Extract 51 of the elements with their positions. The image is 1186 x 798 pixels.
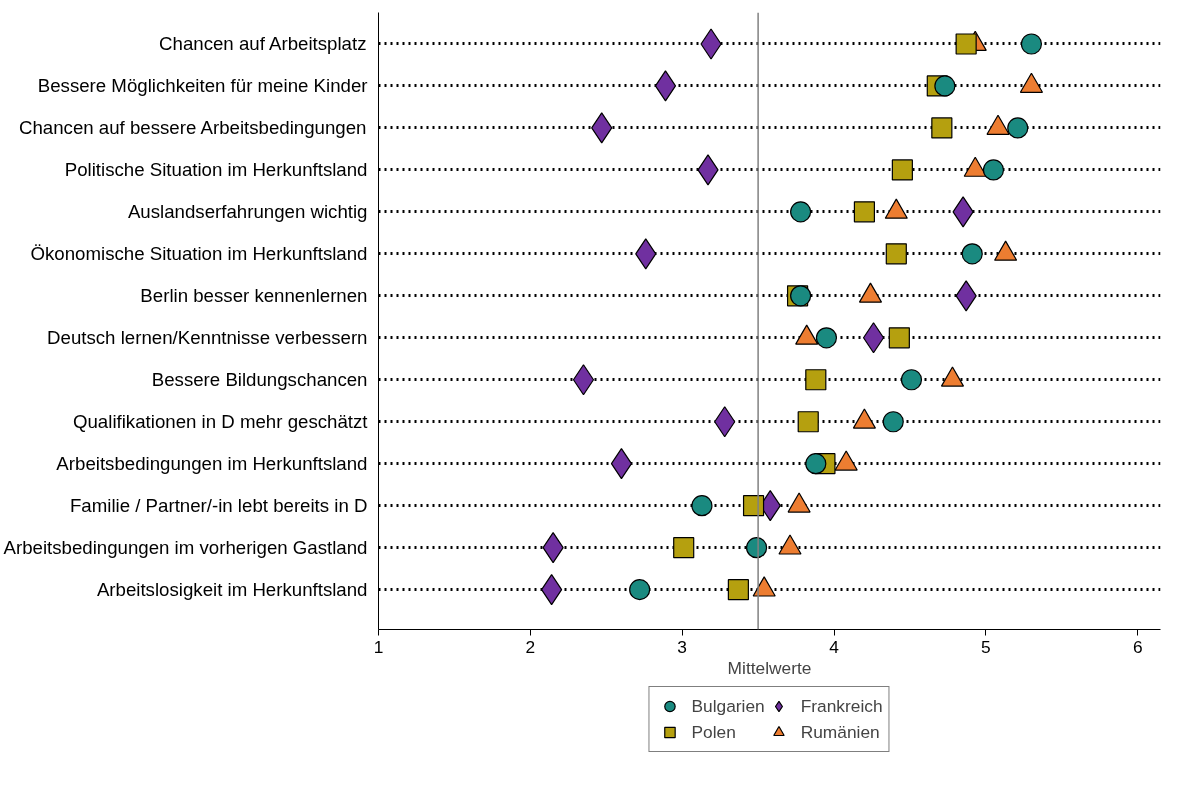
point	[797, 411, 819, 433]
point	[691, 495, 713, 517]
point	[572, 364, 595, 396]
x-tick-label: 3	[677, 636, 688, 657]
point	[629, 579, 651, 601]
point	[805, 369, 827, 391]
y-tick-label: Deutsch lernen/Kenntnisse verbessern	[47, 327, 368, 349]
x-axis-title: Mittelwerte	[727, 657, 812, 678]
y-tick-label: Berlin besser kennenlernen	[140, 285, 368, 307]
legend-label: Frankreich	[800, 695, 883, 717]
point	[815, 327, 838, 349]
x-tick-label: 6	[1132, 636, 1143, 657]
point	[982, 159, 1005, 181]
point	[900, 369, 923, 391]
point	[885, 243, 907, 265]
point	[888, 327, 910, 349]
point	[862, 322, 885, 354]
legend-label: Polen	[691, 721, 736, 743]
y-tick-label: Ökonomische Situation im Herkunftsland	[30, 243, 368, 265]
point	[610, 448, 633, 480]
legend-label: Bulgarien	[691, 695, 765, 717]
x-tick-label: 1	[373, 636, 384, 657]
point	[1007, 117, 1029, 139]
y-tick-label: Arbeitsbedingungen im Herkunftsland	[56, 453, 368, 475]
y-tick-label: Auslandserfahrungen wichtig	[127, 201, 368, 223]
point	[727, 579, 749, 601]
point	[955, 33, 977, 55]
point	[853, 201, 875, 223]
y-tick-label: Chancen auf bessere Arbeitsbedingungen	[19, 117, 367, 139]
y-tick-label: Bessere Möglichkeiten für meine Kinder	[37, 75, 368, 97]
point	[931, 117, 953, 139]
y-tick-label: Chancen auf Arbeitsplatz	[159, 33, 367, 55]
point	[961, 243, 983, 265]
y-tick-label: Arbeitslosigkeit im Herkunftsland	[96, 579, 368, 601]
point	[934, 75, 956, 97]
y-tick-label: Politische Situation im Herkunftsland	[64, 159, 368, 181]
y-tick-label: Bessere Bildungschancen	[151, 369, 368, 391]
x-tick-label: 5	[981, 636, 991, 657]
point	[654, 70, 677, 102]
point	[891, 159, 913, 181]
point	[673, 537, 695, 559]
y-tick-label: Arbeitsbedingungen im vorherigen Gastland	[3, 537, 368, 559]
legend-label: Rumänien	[800, 721, 880, 743]
point	[1020, 33, 1043, 55]
point	[790, 201, 812, 223]
y-tick-label: Familie / Partner/-in lebt bereits in D	[69, 495, 368, 517]
x-tick-label: 2	[525, 636, 536, 657]
y-tick-label: Qualifikationen in D mehr geschätzt	[73, 411, 369, 433]
point	[805, 453, 827, 475]
point	[882, 411, 904, 433]
x-tick-label: 4	[829, 636, 840, 657]
